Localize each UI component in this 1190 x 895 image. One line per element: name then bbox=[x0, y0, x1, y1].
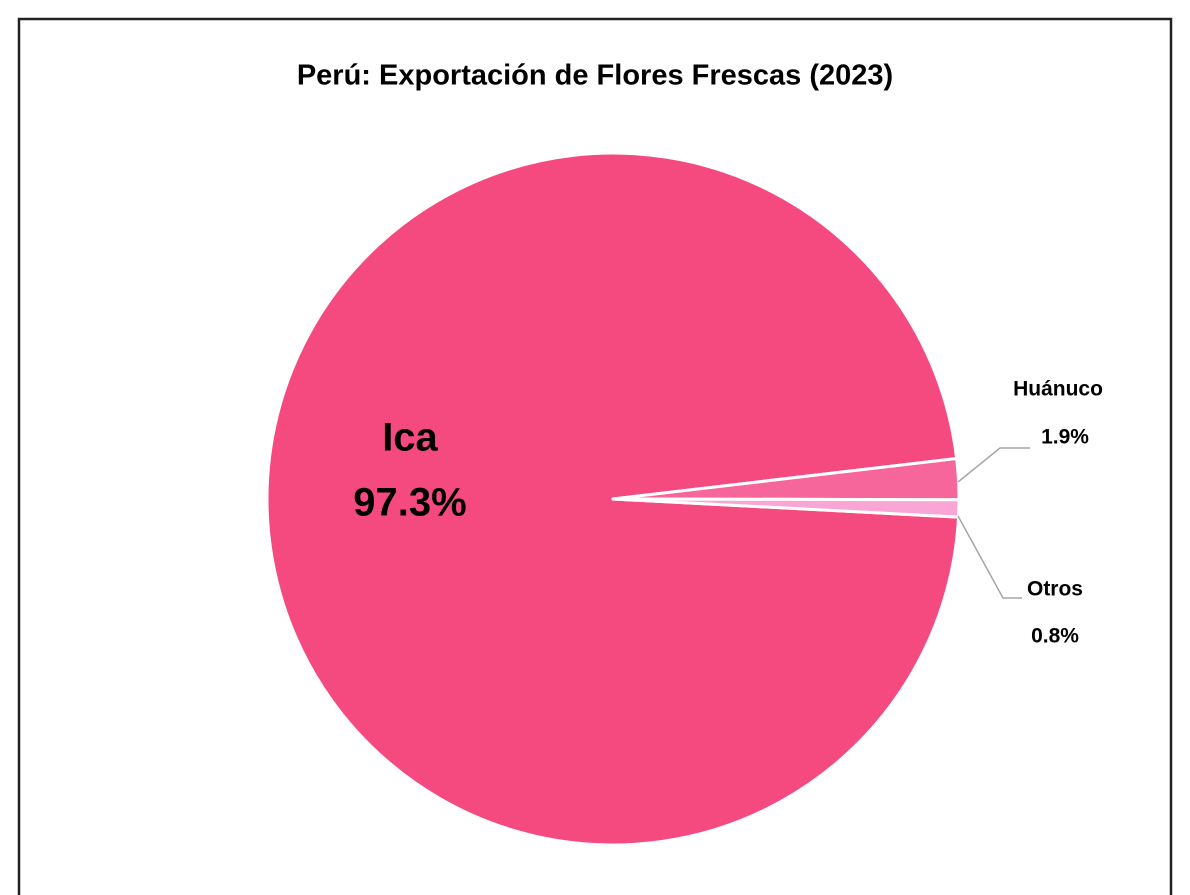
frame bbox=[17, 17, 1173, 895]
chart-title: Perú: Exportación de Flores Frescas (202… bbox=[297, 60, 893, 92]
slice-label: Ica bbox=[382, 416, 438, 460]
value-label: 97.3% bbox=[353, 481, 466, 525]
value-label: 1.9% bbox=[1041, 426, 1089, 449]
leader-line bbox=[957, 515, 1022, 599]
slice-label: Otros bbox=[1027, 578, 1083, 601]
slice-label: Huánuco bbox=[1013, 378, 1103, 401]
value-label: 0.8% bbox=[1031, 625, 1079, 648]
leader-line bbox=[957, 447, 1030, 483]
